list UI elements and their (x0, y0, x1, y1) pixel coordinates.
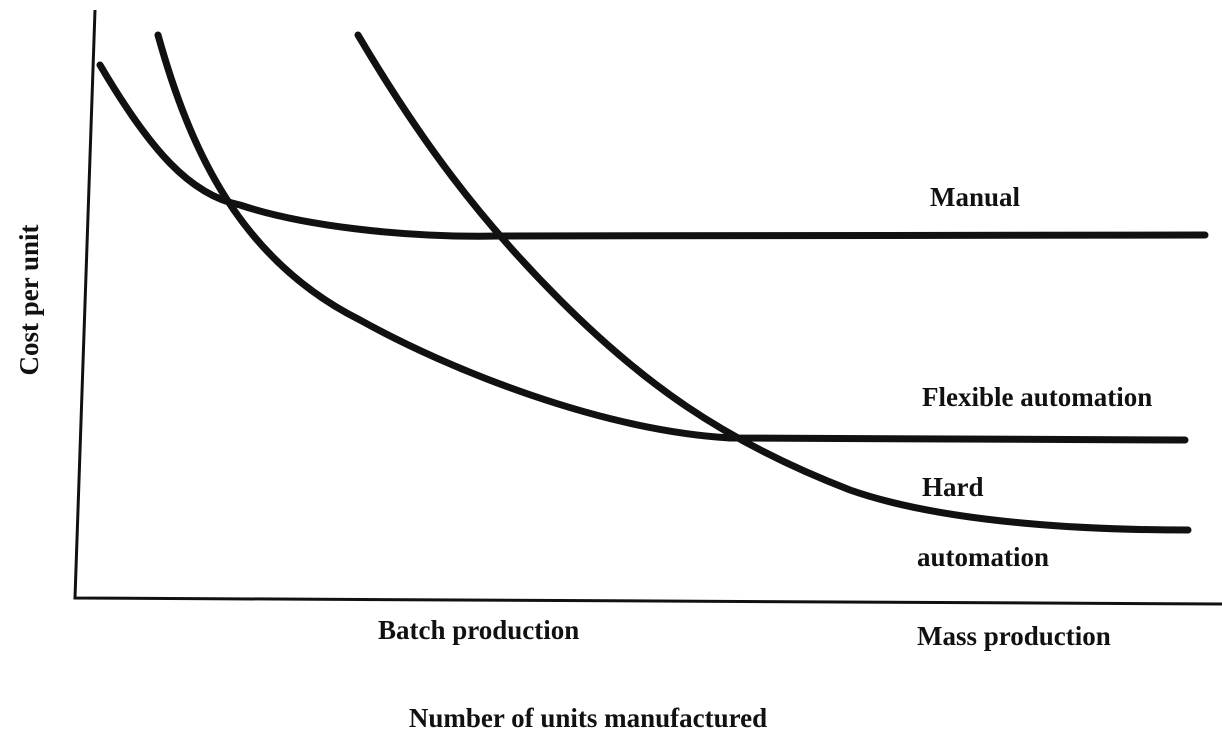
curve-label: automation (917, 542, 1049, 572)
axes (73, 9, 1222, 606)
curve-label: Hard (922, 472, 984, 502)
curve-label: Manual (930, 182, 1021, 212)
hard-automation-curve (354, 31, 1192, 534)
curve-label: Flexible automation (922, 382, 1152, 412)
x-annotation: Batch production (378, 615, 579, 645)
x-annotation: Mass production (917, 621, 1111, 651)
y-axis-label: Cost per unit (14, 224, 44, 375)
flexible-automation-curve (154, 31, 1189, 444)
manual-curve (96, 61, 1209, 240)
x-axis-label: Number of units manufactured (409, 703, 767, 731)
